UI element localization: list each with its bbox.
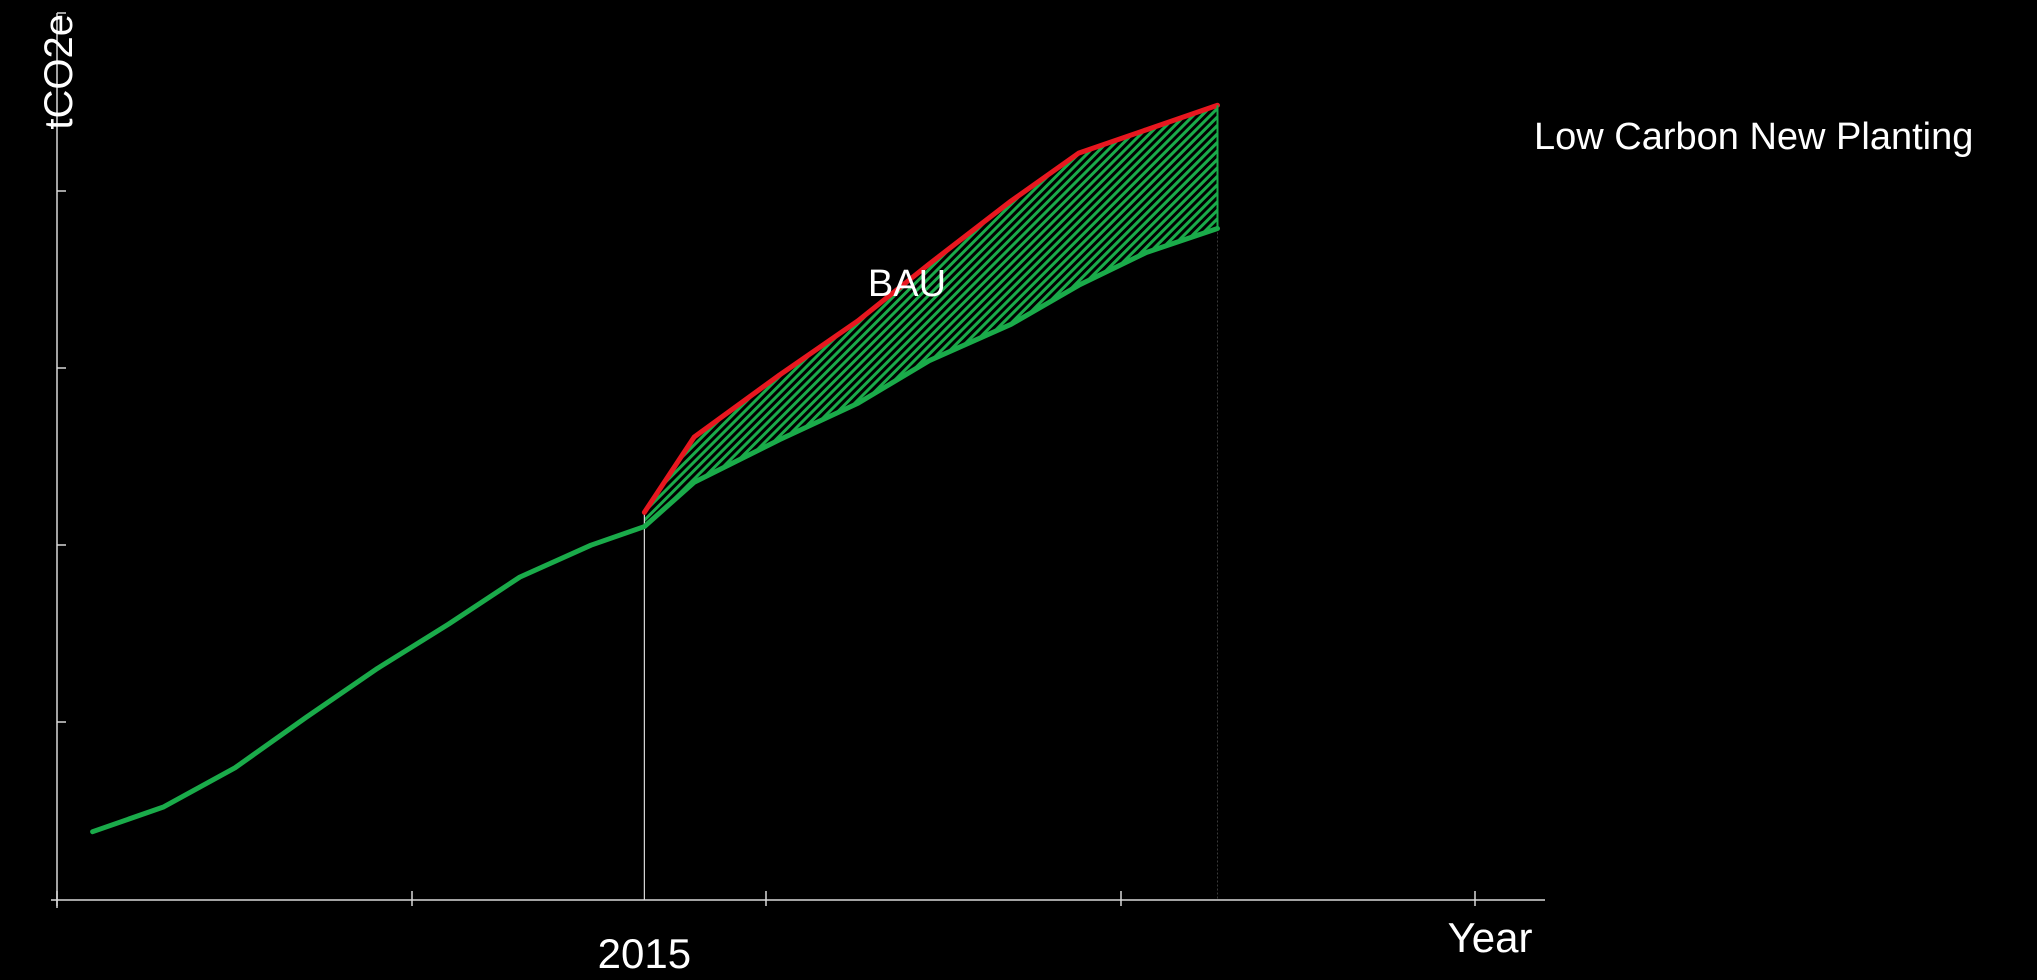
bau-annotation: BAU bbox=[868, 263, 946, 305]
series-label-low-carbon: Low Carbon New Planting bbox=[1534, 116, 1973, 158]
x-axis-label: Year bbox=[1448, 914, 1533, 961]
y-ticks bbox=[57, 12, 66, 723]
reduction-area bbox=[644, 105, 1218, 527]
series-line-low-carbon bbox=[90, 226, 1220, 835]
series-line-bau bbox=[641, 102, 1220, 515]
axes bbox=[51, 12, 1545, 908]
x-tick-label-2015: 2015 bbox=[598, 930, 691, 977]
x-ticks bbox=[56, 891, 1476, 906]
series-layer bbox=[90, 102, 1220, 900]
y-axis-label: tCO2e bbox=[37, 14, 81, 130]
